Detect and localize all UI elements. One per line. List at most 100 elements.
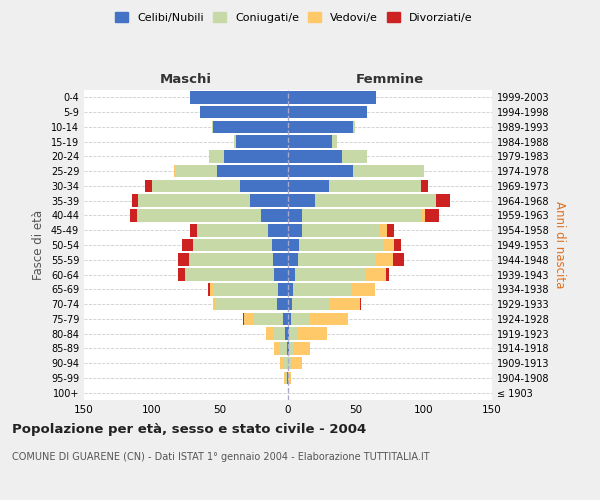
Y-axis label: Fasce di età: Fasce di età xyxy=(32,210,45,280)
Bar xyxy=(298,328,328,340)
Bar xyxy=(211,283,213,296)
Bar xyxy=(302,224,380,236)
Bar xyxy=(233,136,236,148)
Text: COMUNE DI GUARENE (CN) - Dati ISTAT 1° gennaio 2004 - Elaborazione TUTTITALIA.IT: COMUNE DI GUARENE (CN) - Dati ISTAT 1° g… xyxy=(12,452,430,462)
Bar xyxy=(182,238,193,252)
Bar xyxy=(288,328,289,340)
Bar xyxy=(250,194,288,207)
Y-axis label: Anni di nascita: Anni di nascita xyxy=(553,202,566,288)
Bar xyxy=(137,209,139,222)
Bar xyxy=(216,298,277,310)
Bar xyxy=(213,283,278,296)
Bar xyxy=(288,357,291,370)
Bar xyxy=(299,238,383,252)
Bar xyxy=(287,372,288,384)
Bar xyxy=(272,238,288,252)
Bar xyxy=(213,120,288,133)
Bar xyxy=(353,120,355,133)
Bar xyxy=(283,312,288,325)
Bar xyxy=(289,328,298,340)
Text: Popolazione per età, sesso e stato civile - 2004: Popolazione per età, sesso e stato civil… xyxy=(12,422,366,436)
Bar xyxy=(376,254,393,266)
Bar xyxy=(288,180,329,192)
Bar xyxy=(213,298,216,310)
Bar xyxy=(288,91,376,104)
Bar xyxy=(200,106,288,118)
Bar xyxy=(380,224,387,236)
Bar xyxy=(208,283,211,296)
Bar xyxy=(241,180,288,192)
Bar xyxy=(288,209,302,222)
Bar xyxy=(236,136,288,148)
Bar xyxy=(288,136,332,148)
Bar xyxy=(190,91,288,104)
Bar xyxy=(193,238,272,252)
Bar xyxy=(393,254,404,266)
Bar xyxy=(190,224,197,236)
Bar xyxy=(288,268,295,281)
Bar xyxy=(212,120,213,133)
Bar xyxy=(189,254,273,266)
Bar xyxy=(295,268,365,281)
Bar xyxy=(278,283,288,296)
Bar xyxy=(343,150,367,162)
Bar xyxy=(435,194,436,207)
Bar xyxy=(273,254,288,266)
Bar xyxy=(288,254,298,266)
Bar xyxy=(277,298,288,310)
Bar xyxy=(152,180,241,192)
Bar xyxy=(284,357,288,370)
Bar xyxy=(288,298,292,310)
Bar xyxy=(293,283,350,296)
Bar xyxy=(291,357,302,370)
Bar xyxy=(288,372,291,384)
Bar xyxy=(174,165,176,177)
Bar xyxy=(288,150,343,162)
Bar xyxy=(139,194,250,207)
Bar xyxy=(288,194,315,207)
Bar xyxy=(288,106,367,118)
Bar xyxy=(360,298,361,310)
Bar xyxy=(261,209,288,222)
Bar xyxy=(139,209,261,222)
Bar xyxy=(197,224,268,236)
Bar xyxy=(288,120,353,133)
Bar xyxy=(284,372,285,384)
Bar xyxy=(243,312,244,325)
Bar xyxy=(291,312,310,325)
Bar xyxy=(209,150,211,162)
Bar xyxy=(292,298,330,310)
Bar xyxy=(268,224,288,236)
Bar xyxy=(315,194,435,207)
Bar xyxy=(145,180,152,192)
Bar xyxy=(131,194,139,207)
Bar xyxy=(302,209,421,222)
Legend: Celibi/Nubili, Coniugati/e, Vedovi/e, Divorziati/e: Celibi/Nubili, Coniugati/e, Vedovi/e, Di… xyxy=(111,8,477,28)
Bar xyxy=(274,342,280,354)
Bar xyxy=(266,328,274,340)
Bar xyxy=(386,268,389,281)
Bar xyxy=(280,342,287,354)
Bar xyxy=(217,165,288,177)
Bar xyxy=(288,342,289,354)
Bar xyxy=(185,268,186,281)
Bar xyxy=(186,268,274,281)
Text: Femmine: Femmine xyxy=(356,72,424,86)
Bar xyxy=(353,165,424,177)
Bar xyxy=(289,342,293,354)
Bar xyxy=(288,238,299,252)
Bar xyxy=(178,254,189,266)
Bar xyxy=(224,150,288,162)
Bar xyxy=(280,357,284,370)
Bar xyxy=(383,238,394,252)
Text: Maschi: Maschi xyxy=(160,72,212,86)
Bar xyxy=(287,342,288,354)
Bar xyxy=(288,224,302,236)
Bar xyxy=(176,165,217,177)
Bar xyxy=(421,209,425,222)
Bar xyxy=(329,180,421,192)
Bar xyxy=(274,268,288,281)
Bar xyxy=(330,298,360,310)
Bar xyxy=(436,194,450,207)
Bar xyxy=(244,312,253,325)
